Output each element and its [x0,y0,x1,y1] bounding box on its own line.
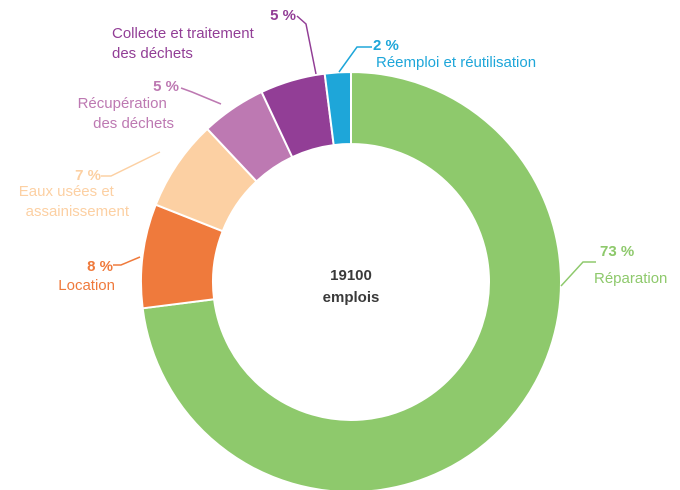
slice-label-location: Location [58,277,115,294]
leader-recuperation [180,87,222,105]
leader-reemploi [338,46,372,73]
slice-pct-reparation: 73 % [600,243,634,260]
slice-pct-recuperation: 5 % [153,78,179,95]
leader-lines [101,15,596,287]
leader-location [113,256,141,266]
donut-slice-reemploi [323,70,352,147]
slice-pct-reemploi: 2 % [373,37,399,54]
center-value: 19100 [330,267,372,284]
slice-label-recuperation: Récupération des déchets [78,95,174,132]
slice-label-reemploi: Réemploi et réutilisation [376,54,536,71]
donut-slice-reparation [141,70,562,490]
slice-pct-eaux-usees: 7 % [75,167,101,184]
leader-eaux-usees [101,151,161,177]
slice-pct-location: 8 % [87,258,113,275]
leader-collecte [296,15,317,75]
donut-slices [140,70,562,490]
slice-pct-collecte: 5 % [270,7,296,24]
center-unit: emplois [323,289,380,306]
slice-label-eaux-usees: Eaux usées et assainissement [19,183,130,220]
slice-label-collecte: Collecte et traitement des déchets [112,25,258,62]
leader-reparation [560,261,596,287]
slice-label-reparation: Réparation [594,270,667,287]
